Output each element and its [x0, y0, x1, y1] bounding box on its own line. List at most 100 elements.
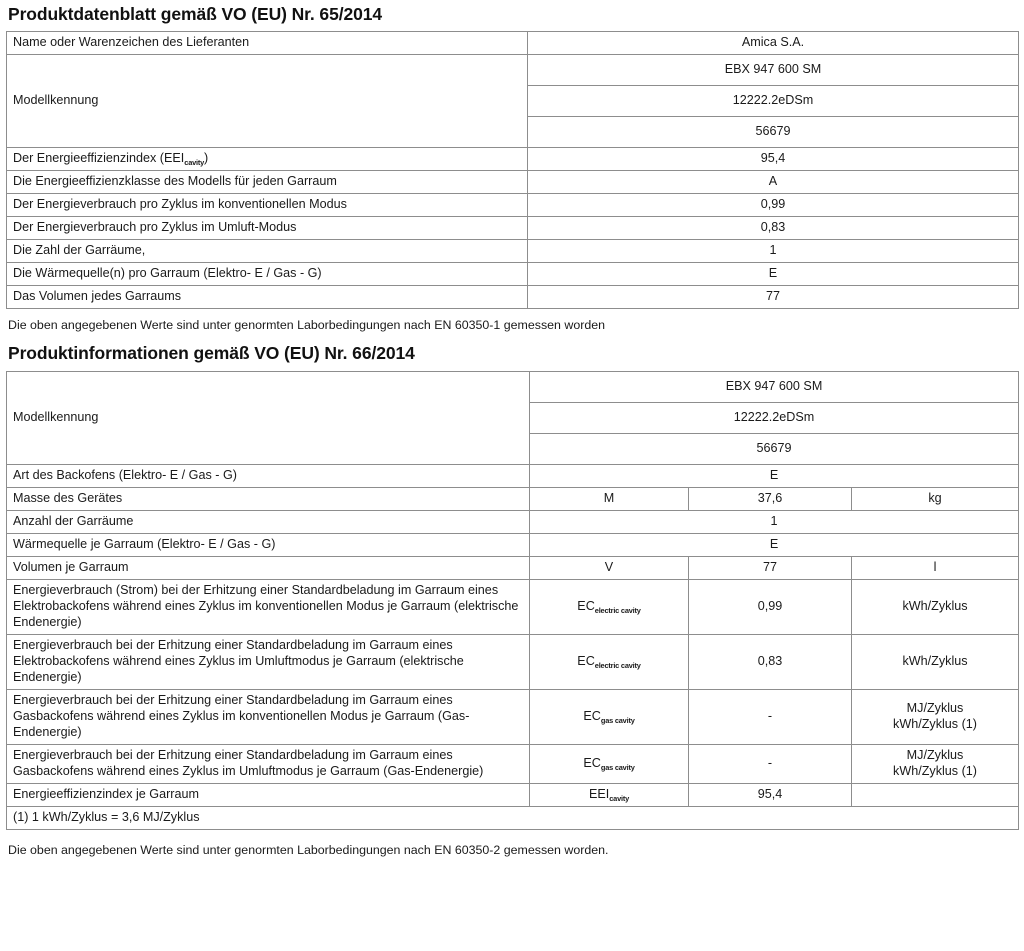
row-value-eei: 95,4 — [527, 146, 1019, 171]
row-label-ec-electric-fan: Energieverbrauch bei der Erhitzung einer… — [6, 633, 530, 690]
table-row: Energieeffizienzindex je Garraum EEIcavi… — [6, 782, 1020, 807]
row-value-heat-source: E — [528, 532, 1020, 557]
row-value-model-identifier-3: 56679 — [528, 432, 1020, 465]
row-value-cavity-count: 1 — [527, 238, 1019, 263]
table-row: Die Zahl der Garräume, 1 — [6, 238, 1019, 263]
symbol-text: EC — [577, 598, 595, 613]
row-label-ec-gas-fan: Energieverbrauch bei der Erhitzung einer… — [6, 743, 530, 784]
row-label-eei-text: Der Energieeffizienzindex (EEI — [13, 150, 185, 165]
table-row: 56679 — [7, 115, 1019, 148]
table-row: Masse des Gerätes M 37,6 kg — [6, 486, 1020, 511]
row-label-ec-gas-conventional: Energieverbrauch bei der Erhitzung einer… — [6, 688, 530, 745]
row-label-model-identifier: Modellkennung — [6, 370, 530, 465]
note-section-1: Die oben angegebenen Werte sind unter ge… — [8, 317, 606, 332]
table-footnote: (1) 1 kWh/Zyklus = 3,6 MJ/Zyklus — [5, 805, 1020, 830]
row-unit-ec-electric-fan: kWh/Zyklus — [850, 633, 1020, 690]
row-unit-eei — [850, 782, 1020, 807]
row-label-ec-electric-conventional: Energieverbrauch (Strom) bei der Erhitzu… — [6, 578, 530, 635]
row-value-supplier: Amica S.A. — [527, 31, 1019, 55]
table-row: (1) 1 kWh/Zyklus = 3,6 MJ/Zyklus — [5, 805, 1020, 830]
row-symbol-eei: EEIcavity — [529, 782, 689, 807]
symbol-text: EEI — [588, 786, 610, 801]
row-symbol-ec-electric-fan: ECelectric cavity — [529, 633, 689, 690]
row-value-cavity-count: 1 — [528, 509, 1020, 534]
row-label-model-identifier: Modellkennung — [6, 53, 528, 148]
table-row: Energieverbrauch bei der Erhitzung einer… — [6, 743, 1020, 784]
table-row: Modellkennung EBX 947 600 SM — [6, 53, 1019, 148]
row-label-consumption-fan: Der Energieverbrauch pro Zyklus im Umluf… — [6, 215, 528, 240]
symbol-text: EC — [577, 653, 595, 668]
row-value-model-identifier-2: 12222.2eDSm — [527, 84, 1019, 117]
row-value-consumption-conventional: 0,99 — [527, 192, 1019, 217]
row-value-heat-source: E — [527, 261, 1019, 286]
row-label-volume: Volumen je Garraum — [6, 555, 530, 580]
row-value-volume: 77 — [527, 284, 1019, 309]
row-symbol-volume: V — [529, 555, 689, 580]
row-symbol-mass: M — [529, 486, 689, 511]
table-row: Die Wärmequelle(n) pro Garraum (Elektro-… — [6, 261, 1019, 286]
table-row: Volumen je Garraum V 77 l — [6, 555, 1020, 580]
row-value-model-identifier-1: EBX 947 600 SM — [528, 370, 1020, 403]
page-title-section-1: Produktdatenblatt gemäß VO (EU) Nr. 65/2… — [8, 4, 382, 24]
row-label-eei: Der Energieeffizienzindex (EEIcavity) — [6, 146, 528, 171]
symbol-subscript: electric cavity — [594, 605, 641, 615]
symbol-text: EC — [583, 708, 601, 723]
row-value-oven-type: E — [528, 463, 1020, 488]
table-row: Der Energieverbrauch pro Zyklus im Umluf… — [6, 215, 1019, 240]
row-label-cavity-count: Anzahl der Garräume — [6, 509, 530, 534]
row-label-oven-type: Art des Backofens (Elektro- E / Gas - G) — [6, 463, 530, 488]
row-label-cavity-count: Die Zahl der Garräume, — [6, 238, 528, 263]
row-value-eei: 95,4 — [688, 782, 852, 807]
row-value-model-identifier-2: 12222.2eDSm — [528, 401, 1020, 434]
table-row: Der Energieeffizienzindex (EEIcavity) 95… — [6, 146, 1019, 171]
row-label-eei-tail: ) — [204, 150, 209, 165]
row-label-energy-class: Die Energieeffizienzklasse des Modells f… — [6, 169, 528, 194]
row-value-model-identifier-1: EBX 947 600 SM — [527, 53, 1019, 86]
row-value-mass: 37,6 — [688, 486, 852, 511]
row-value-volume: 77 — [688, 555, 852, 580]
row-unit-ec-electric-conventional: kWh/Zyklus — [850, 578, 1020, 635]
table-row: Modellkennung EBX 947 600 SM — [6, 370, 1020, 465]
row-label-volume: Das Volumen jedes Garraums — [6, 284, 528, 309]
row-value-energy-class: A — [527, 169, 1019, 194]
row-label-eei-subscript: cavity — [184, 157, 205, 167]
table-row: Das Volumen jedes Garraums 77 — [6, 284, 1019, 309]
table-row: Energieverbrauch (Strom) bei der Erhitzu… — [6, 578, 1020, 635]
note-section-2: Die oben angegebenen Werte sind unter ge… — [8, 842, 609, 857]
row-unit-ec-gas-conventional: MJ/Zyklus kWh/Zyklus (1) — [850, 688, 1020, 745]
table-row: 56679 — [7, 432, 1020, 465]
table-row: Der Energieverbrauch pro Zyklus im konve… — [6, 192, 1019, 217]
row-label-heat-source: Wärmequelle je Garraum (Elektro- E / Gas… — [6, 532, 530, 557]
symbol-text: EC — [583, 755, 601, 770]
row-value-model-identifier-3: 56679 — [527, 115, 1019, 148]
table-row: Wärmequelle je Garraum (Elektro- E / Gas… — [6, 532, 1020, 557]
table-row: Die Energieeffizienzklasse des Modells f… — [6, 169, 1019, 194]
row-value-ec-electric-conventional: 0,99 — [688, 578, 852, 635]
row-unit-volume: l — [850, 555, 1020, 580]
row-symbol-ec-gas-fan: ECgas cavity — [529, 743, 689, 784]
table-row: 12222.2eDSm — [7, 84, 1019, 117]
row-symbol-ec-gas-conventional: ECgas cavity — [529, 688, 689, 745]
row-value-ec-electric-fan: 0,83 — [688, 633, 852, 690]
row-label-eei: Energieeffizienzindex je Garraum — [6, 782, 530, 807]
page-title-section-2: Produktinformationen gemäß VO (EU) Nr. 6… — [8, 342, 415, 363]
row-unit-ec-gas-fan: MJ/Zyklus kWh/Zyklus (1) — [850, 743, 1020, 784]
table-row: Art des Backofens (Elektro- E / Gas - G)… — [6, 463, 1020, 488]
symbol-subscript: gas cavity — [600, 715, 635, 725]
row-label-heat-source: Die Wärmequelle(n) pro Garraum (Elektro-… — [6, 261, 528, 286]
row-value-ec-gas-conventional: - — [688, 688, 852, 745]
product-datasheet-table-65-2014: Name oder Warenzeichen des Lieferanten A… — [6, 31, 1019, 309]
row-unit-mass: kg — [850, 486, 1020, 511]
table-row: Anzahl der Garräume 1 — [6, 509, 1020, 534]
row-label-consumption-conventional: Der Energieverbrauch pro Zyklus im konve… — [6, 192, 528, 217]
symbol-subscript: cavity — [609, 793, 630, 803]
symbol-subscript: electric cavity — [594, 660, 641, 670]
row-value-ec-gas-fan: - — [688, 743, 852, 784]
row-label-supplier: Name oder Warenzeichen des Lieferanten — [6, 31, 528, 55]
product-information-table-66-2014: Modellkennung EBX 947 600 SM 12222.2eDSm… — [5, 370, 1020, 830]
symbol-subscript: gas cavity — [600, 762, 635, 772]
row-symbol-ec-electric-conventional: ECelectric cavity — [529, 578, 689, 635]
row-value-consumption-fan: 0,83 — [527, 215, 1019, 240]
row-label-mass: Masse des Gerätes — [6, 486, 530, 511]
